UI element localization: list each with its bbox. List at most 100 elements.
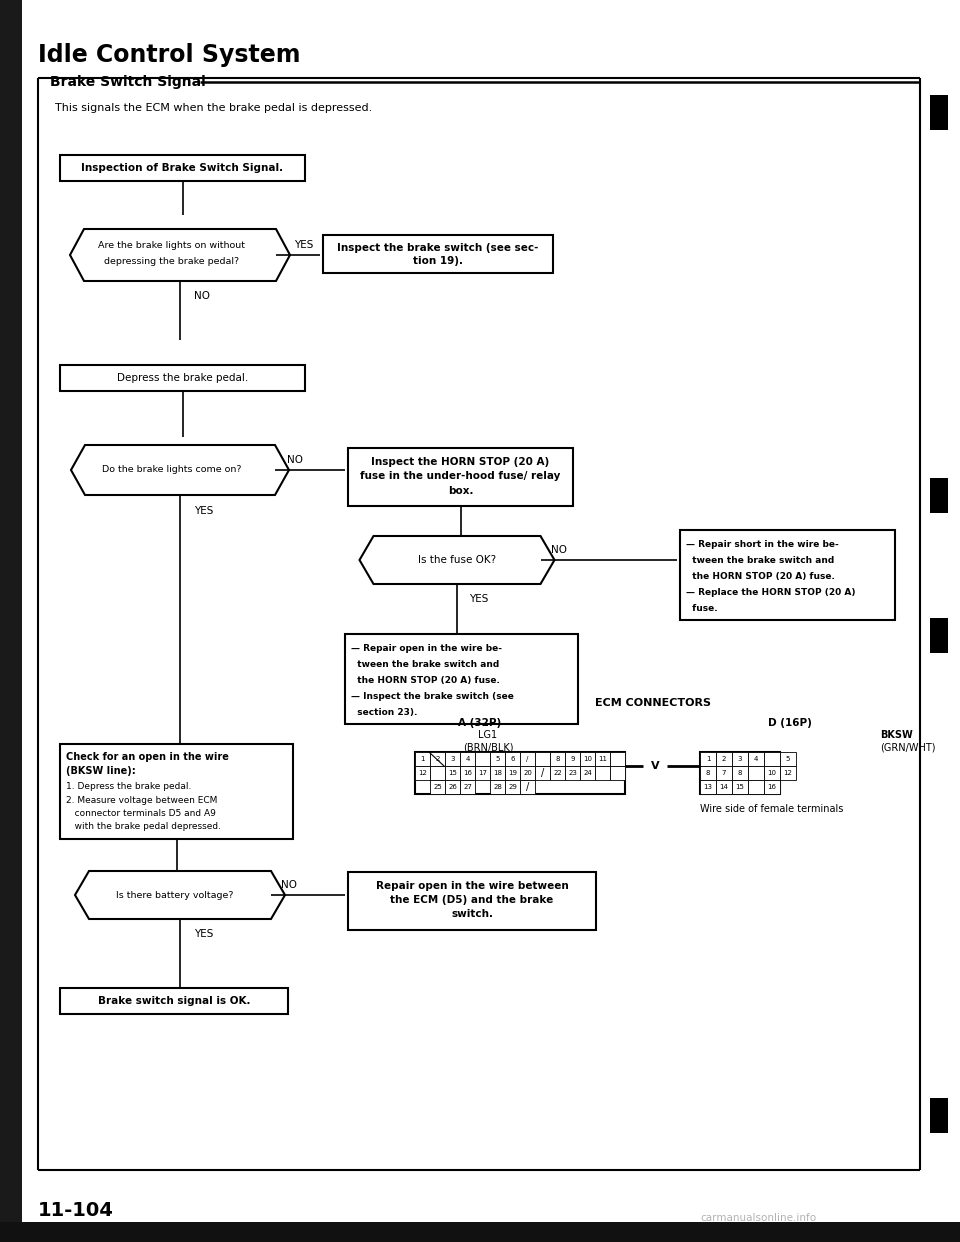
Text: V: V — [651, 761, 660, 771]
Text: 12: 12 — [418, 770, 427, 776]
FancyBboxPatch shape — [748, 766, 764, 780]
FancyBboxPatch shape — [415, 751, 625, 794]
FancyBboxPatch shape — [748, 780, 764, 794]
Text: 14: 14 — [720, 784, 729, 790]
Text: Inspect the brake switch (see sec-: Inspect the brake switch (see sec- — [337, 243, 539, 253]
Text: fuse in the under-hood fuse/ relay: fuse in the under-hood fuse/ relay — [360, 471, 561, 481]
Text: 28: 28 — [493, 784, 502, 790]
Text: 19: 19 — [508, 770, 517, 776]
FancyBboxPatch shape — [505, 766, 520, 780]
FancyBboxPatch shape — [475, 751, 490, 766]
FancyBboxPatch shape — [780, 751, 796, 766]
Text: 6: 6 — [511, 756, 515, 763]
Text: 16: 16 — [463, 770, 472, 776]
Text: 8: 8 — [737, 770, 742, 776]
Text: Brake switch signal is OK.: Brake switch signal is OK. — [98, 996, 251, 1006]
Polygon shape — [70, 229, 290, 281]
Text: 8: 8 — [706, 770, 710, 776]
Text: 4: 4 — [466, 756, 469, 763]
FancyBboxPatch shape — [930, 619, 948, 653]
Text: (GRN/WHT): (GRN/WHT) — [880, 741, 935, 751]
FancyBboxPatch shape — [700, 751, 716, 766]
FancyBboxPatch shape — [348, 448, 573, 505]
Text: YES: YES — [194, 929, 213, 939]
FancyBboxPatch shape — [323, 235, 553, 273]
Text: Is there battery voltage?: Is there battery voltage? — [116, 891, 233, 899]
Text: (BRN/BLK): (BRN/BLK) — [463, 741, 514, 751]
FancyBboxPatch shape — [60, 744, 293, 840]
Text: This signals the ECM when the brake pedal is depressed.: This signals the ECM when the brake peda… — [55, 103, 372, 113]
Text: NO: NO — [287, 455, 303, 465]
FancyBboxPatch shape — [445, 766, 460, 780]
FancyBboxPatch shape — [930, 478, 948, 513]
Text: 24: 24 — [583, 770, 592, 776]
Text: ECM CONNECTORS: ECM CONNECTORS — [595, 698, 711, 708]
Text: NO: NO — [281, 881, 297, 891]
Text: 1. Depress the brake pedal.: 1. Depress the brake pedal. — [66, 782, 191, 791]
FancyBboxPatch shape — [700, 780, 716, 794]
FancyBboxPatch shape — [700, 751, 780, 794]
Text: 25: 25 — [433, 784, 442, 790]
FancyBboxPatch shape — [732, 751, 748, 766]
FancyBboxPatch shape — [764, 751, 780, 766]
FancyBboxPatch shape — [505, 780, 520, 794]
Text: 12: 12 — [783, 770, 792, 776]
FancyBboxPatch shape — [460, 751, 475, 766]
FancyBboxPatch shape — [930, 94, 948, 130]
Text: tween the brake switch and: tween the brake switch and — [351, 660, 499, 669]
FancyBboxPatch shape — [490, 780, 505, 794]
Text: A (32P): A (32P) — [458, 718, 502, 728]
Text: fuse.: fuse. — [686, 604, 718, 614]
Text: 5: 5 — [495, 756, 500, 763]
Text: 1: 1 — [420, 756, 424, 763]
Text: 7: 7 — [722, 770, 727, 776]
Text: Are the brake lights on without: Are the brake lights on without — [99, 241, 246, 251]
FancyBboxPatch shape — [732, 766, 748, 780]
Text: Is the fuse OK?: Is the fuse OK? — [418, 555, 496, 565]
Text: 9: 9 — [570, 756, 575, 763]
Text: with the brake pedal depressed.: with the brake pedal depressed. — [66, 822, 221, 831]
FancyBboxPatch shape — [535, 766, 550, 780]
FancyBboxPatch shape — [700, 766, 716, 780]
Text: the ECM (D5) and the brake: the ECM (D5) and the brake — [391, 895, 554, 905]
FancyBboxPatch shape — [595, 751, 610, 766]
Text: Idle Control System: Idle Control System — [38, 43, 300, 67]
Text: (BKSW line):: (BKSW line): — [66, 766, 135, 776]
Text: 13: 13 — [704, 784, 712, 790]
Text: BKSW: BKSW — [880, 730, 913, 740]
FancyBboxPatch shape — [415, 766, 430, 780]
FancyBboxPatch shape — [565, 751, 580, 766]
Polygon shape — [75, 871, 285, 919]
Text: 17: 17 — [478, 770, 487, 776]
FancyBboxPatch shape — [460, 766, 475, 780]
Text: 16: 16 — [767, 784, 777, 790]
Text: 8: 8 — [555, 756, 560, 763]
Text: 3: 3 — [737, 756, 742, 763]
FancyBboxPatch shape — [475, 766, 490, 780]
Text: NO: NO — [194, 291, 210, 301]
Text: 2: 2 — [435, 756, 440, 763]
Text: 10: 10 — [767, 770, 777, 776]
Text: 5: 5 — [786, 756, 790, 763]
FancyBboxPatch shape — [520, 766, 535, 780]
Text: Repair open in the wire between: Repair open in the wire between — [375, 881, 568, 891]
Text: Depress the brake pedal.: Depress the brake pedal. — [117, 373, 248, 383]
FancyBboxPatch shape — [60, 987, 288, 1013]
Text: 18: 18 — [493, 770, 502, 776]
FancyBboxPatch shape — [520, 751, 535, 766]
Text: /: / — [540, 768, 544, 777]
FancyBboxPatch shape — [610, 766, 625, 780]
Text: 2: 2 — [722, 756, 726, 763]
Text: — Inspect the brake switch (see: — Inspect the brake switch (see — [351, 692, 514, 700]
Text: tween the brake switch and: tween the brake switch and — [686, 556, 834, 565]
FancyBboxPatch shape — [0, 1222, 960, 1242]
FancyBboxPatch shape — [445, 780, 460, 794]
FancyBboxPatch shape — [60, 155, 305, 181]
FancyBboxPatch shape — [535, 751, 550, 766]
Text: 10: 10 — [583, 756, 592, 763]
Text: Do the brake lights come on?: Do the brake lights come on? — [103, 466, 242, 474]
Text: 20: 20 — [523, 770, 532, 776]
Text: Brake Switch Signal: Brake Switch Signal — [50, 75, 205, 89]
FancyBboxPatch shape — [680, 530, 895, 620]
Text: NO: NO — [550, 545, 566, 555]
